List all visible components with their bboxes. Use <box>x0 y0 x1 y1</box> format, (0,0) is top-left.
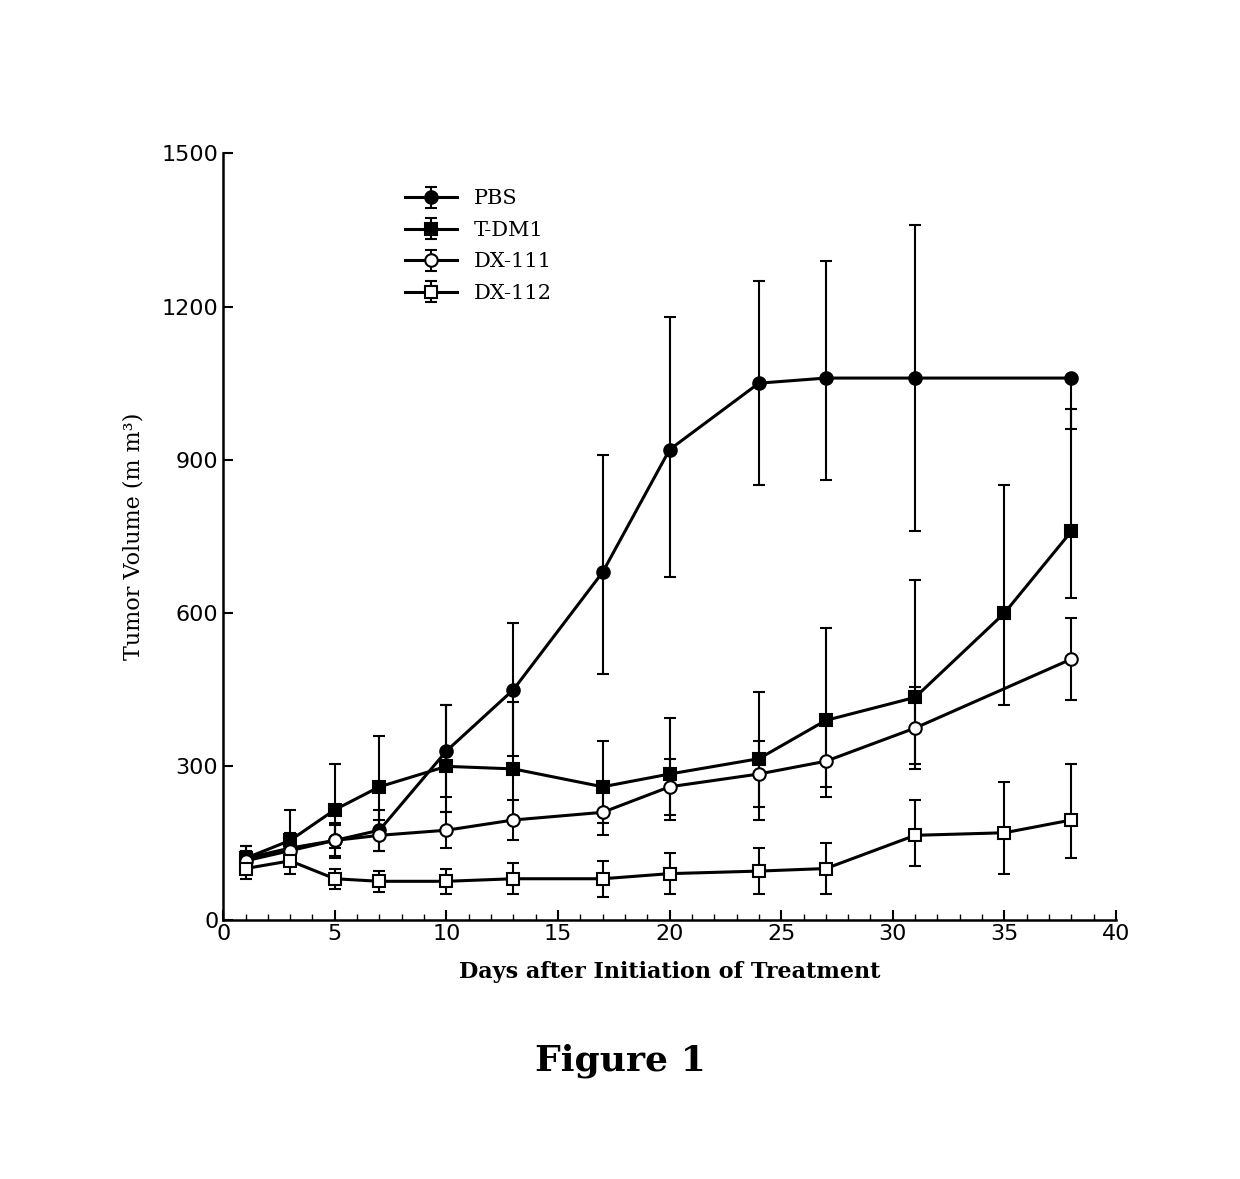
Legend: PBS, T-DM1, DX-111, DX-112: PBS, T-DM1, DX-111, DX-112 <box>394 179 562 314</box>
Text: Figure 1: Figure 1 <box>534 1043 706 1079</box>
X-axis label: Days after Initiation of Treatment: Days after Initiation of Treatment <box>459 961 880 983</box>
Y-axis label: Tumor Volume (m m³): Tumor Volume (m m³) <box>123 413 145 660</box>
